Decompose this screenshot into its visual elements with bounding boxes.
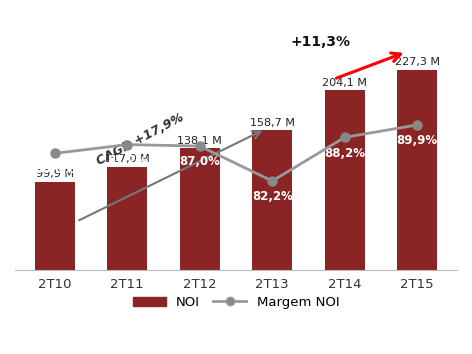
Text: 99,9 M: 99,9 M [36,170,74,179]
Text: 87,0%: 87,0% [179,155,220,169]
Text: 82,2%: 82,2% [252,190,293,203]
Text: 138,1 M: 138,1 M [177,136,222,146]
Bar [180,148,219,270]
Text: 86,0%: 86,0% [34,162,76,176]
Text: 158,7 M: 158,7 M [250,118,295,128]
Text: 89,9%: 89,9% [396,134,438,147]
Bar [397,70,437,270]
Text: +11,3%: +11,3% [290,35,350,49]
Bar [253,130,292,270]
Text: 117,0 M: 117,0 M [105,154,150,164]
Text: CAGR +17,9%: CAGR +17,9% [95,110,186,167]
Bar [325,91,364,270]
Legend: NOI, Margem NOI: NOI, Margem NOI [127,291,345,314]
Text: 88,2%: 88,2% [324,147,365,160]
Text: 227,3 M: 227,3 M [395,57,439,68]
Text: 204,1 M: 204,1 M [322,78,367,88]
Bar [108,167,147,270]
Bar [35,182,75,270]
Text: 87,2%: 87,2% [107,154,148,167]
